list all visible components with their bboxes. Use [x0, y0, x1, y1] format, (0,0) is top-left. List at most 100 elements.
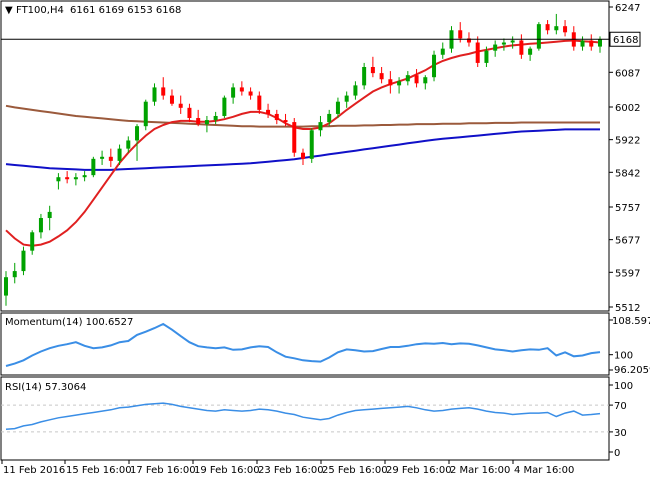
candle-body — [536, 24, 541, 49]
candle-body — [65, 177, 70, 180]
time-tick-label: 29 Feb 16:00 — [386, 465, 452, 476]
time-tick-label: 11 Feb 2016 — [3, 465, 65, 476]
candle-body — [135, 126, 140, 141]
candle-body — [379, 73, 384, 80]
candle-body — [257, 95, 262, 110]
candle-body — [414, 75, 419, 84]
candle-body — [598, 39, 602, 47]
candle-body — [545, 24, 550, 31]
candle-body — [91, 158, 96, 176]
time-tick-label: 23 Feb 16:00 — [258, 465, 324, 476]
candle-body — [108, 156, 113, 161]
candle-body — [353, 85, 358, 96]
candle-body — [327, 113, 332, 123]
ma-red-line — [5, 39, 601, 247]
momentum-line — [5, 322, 601, 367]
candle-body — [213, 115, 218, 121]
candle-body — [440, 48, 445, 55]
time-tick-label: 4 Mar 16:00 — [514, 465, 574, 476]
rsi-tick-label: 30 — [614, 428, 627, 439]
price-axis: 6247616760876002592258425757567755975512 — [609, 3, 640, 314]
candle-body — [510, 40, 515, 43]
price-tick-label: 5512 — [615, 303, 640, 314]
candle-body — [239, 87, 244, 92]
price-tick-label: 5677 — [615, 236, 640, 247]
momentum-tick-label: 108.5977 — [612, 316, 650, 327]
candle-body — [362, 67, 367, 86]
candle-body — [458, 30, 463, 39]
price-tick-label: 5842 — [615, 168, 640, 179]
candle-body — [47, 211, 52, 219]
candle-body — [100, 156, 105, 159]
header-arrow-icon: ▼ — [5, 5, 13, 16]
candle-body — [292, 122, 297, 153]
candle-body — [222, 97, 227, 116]
candle-body — [501, 42, 506, 45]
candle-body — [466, 38, 471, 43]
candle-body — [266, 109, 271, 114]
current-price-tag-bg — [609, 31, 641, 47]
candle-body — [301, 152, 305, 159]
main-header-ohlc: 6161 6169 6153 6168 — [70, 5, 181, 16]
time-tick-label: 15 Feb 16:00 — [66, 465, 132, 476]
time-tick-label: 17 Feb 16:00 — [130, 465, 196, 476]
candle-body — [161, 87, 166, 96]
candle-body — [21, 250, 26, 272]
candle-body — [309, 130, 314, 159]
candle-body — [475, 42, 480, 63]
candle-body — [580, 40, 585, 47]
candle-body — [519, 40, 524, 55]
candle-body — [187, 107, 192, 119]
candle-body — [528, 48, 533, 55]
candle-body — [344, 95, 349, 102]
rsi-axis: 100 70 30 0 — [609, 381, 633, 459]
price-panel[interactable]: ▼ FT100,H4 6161 6169 6153 6168 624761676… — [0, 0, 641, 314]
candle-body — [12, 271, 17, 278]
momentum-axis: 108.5977 100 96.2059 — [609, 316, 650, 376]
candle-body — [4, 277, 8, 296]
candle-body — [484, 50, 489, 63]
candle-body — [231, 87, 236, 98]
candle-body — [152, 87, 157, 102]
candle-body — [143, 101, 148, 127]
price-tick-label: 6002 — [615, 103, 640, 114]
time-tick-label: 2 Mar 16:00 — [450, 465, 510, 476]
candle-body — [405, 75, 410, 82]
candle-body — [196, 118, 201, 125]
price-tick-label: 5597 — [615, 268, 640, 279]
price-tick-label: 5922 — [615, 136, 640, 147]
time-tick-label: 25 Feb 16:00 — [322, 465, 388, 476]
candle-body — [73, 177, 78, 180]
candle-body — [178, 103, 183, 108]
candle-body — [370, 67, 375, 74]
candle-body — [248, 91, 253, 96]
main-header-symbol: FT100,H4 — [16, 5, 64, 16]
momentum-header: Momentum(14) 100.6527 — [5, 317, 133, 328]
candle-body — [388, 79, 393, 86]
candle-body — [169, 95, 174, 104]
rsi-panel[interactable]: RSI(14) 57.3064 100 70 30 0 — [0, 376, 633, 461]
candle-body — [30, 232, 35, 251]
candle-body — [423, 77, 428, 84]
candle-body — [38, 218, 43, 233]
rsi-tick-label: 0 — [614, 448, 620, 459]
candle-body — [563, 26, 568, 33]
candle-body — [274, 113, 279, 121]
rsi-tick-label: 70 — [614, 401, 627, 412]
candle-body — [126, 140, 131, 149]
time-tick-label: 19 Feb 16:00 — [194, 465, 260, 476]
candle-body — [589, 40, 594, 47]
candle-body — [82, 175, 87, 178]
price-tick-label: 6247 — [615, 3, 640, 14]
candle-body — [554, 26, 559, 31]
momentum-panel[interactable]: Momentum(14) 100.6527 108.5977 100 96.2059 — [0, 312, 650, 376]
candle-body — [493, 44, 498, 51]
candle-body — [56, 177, 61, 182]
candle-body — [204, 120, 209, 125]
momentum-tick-label: 96.2059 — [614, 365, 650, 376]
momentum-tick-label: 100 — [614, 351, 633, 362]
rsi-tick-label: 100 — [614, 381, 633, 392]
rsi-line — [5, 402, 601, 430]
